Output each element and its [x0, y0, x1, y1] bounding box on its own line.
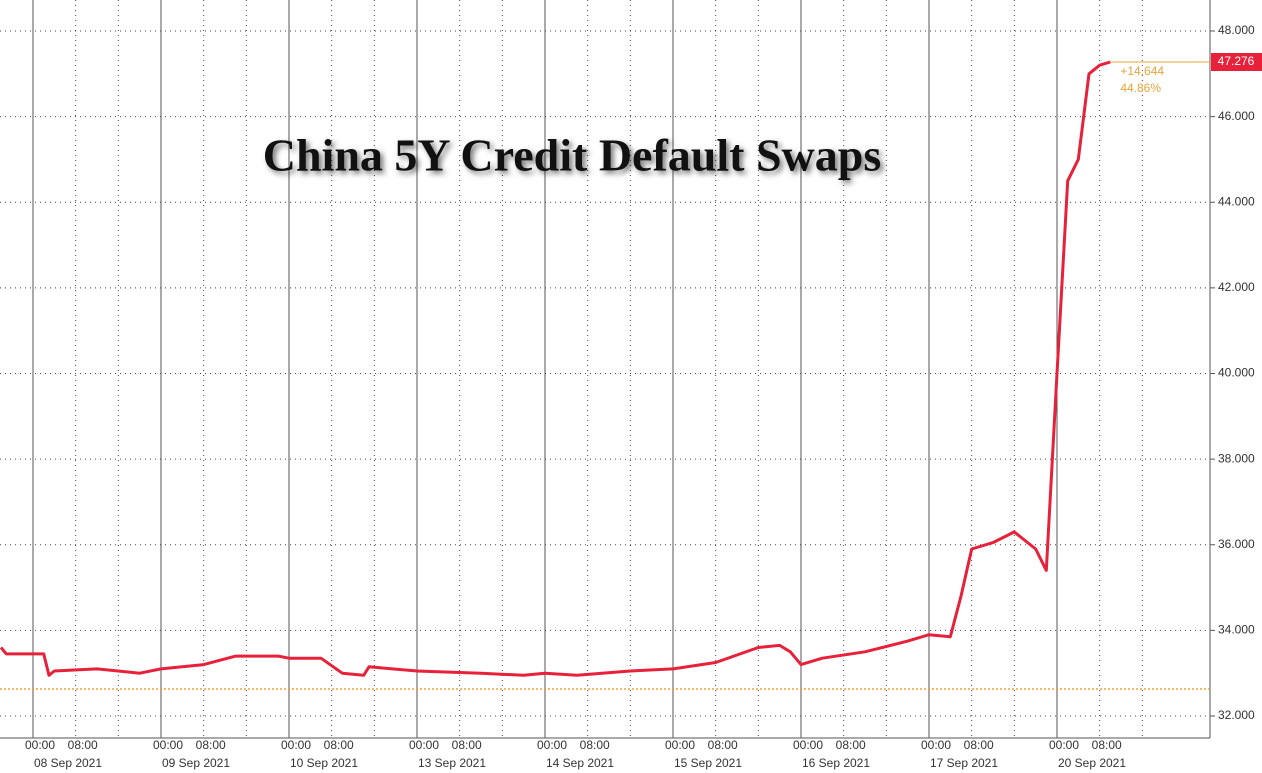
- y-tick-label: 42.000: [1218, 280, 1255, 294]
- change-label: 44.86%: [1120, 81, 1161, 95]
- x-day-label: 09 Sep 2021: [162, 756, 230, 770]
- chart-title: China 5Y Credit Default Swaps: [263, 130, 882, 181]
- y-tick-label: 44.000: [1218, 194, 1255, 208]
- x-tick-label: 00:00: [281, 738, 311, 752]
- x-tick-label: 00:00: [921, 738, 951, 752]
- y-tick-label: 32.000: [1218, 708, 1255, 722]
- x-tick-label: 00:00: [537, 738, 567, 752]
- x-tick-label: 08:00: [1092, 738, 1122, 752]
- x-day-label: 13 Sep 2021: [418, 756, 486, 770]
- x-tick-label: 08:00: [708, 738, 738, 752]
- x-day-label: 08 Sep 2021: [34, 756, 102, 770]
- y-tick-label: 38.000: [1218, 451, 1255, 465]
- x-day-label: 16 Sep 2021: [802, 756, 870, 770]
- x-tick-label: 08:00: [324, 738, 354, 752]
- x-day-label: 14 Sep 2021: [546, 756, 614, 770]
- x-day-label: 17 Sep 2021: [930, 756, 998, 770]
- change-label: +14.644: [1120, 64, 1164, 78]
- x-tick-label: 08:00: [964, 738, 994, 752]
- y-tick-label: 34.000: [1218, 623, 1255, 637]
- data-line: [0, 60, 1111, 677]
- x-tick-label: 00:00: [793, 738, 823, 752]
- x-tick-label: 00:00: [1049, 738, 1079, 752]
- y-tick-label: 46.000: [1218, 109, 1255, 123]
- x-day-label: 20 Sep 2021: [1058, 756, 1126, 770]
- x-tick-label: 00:00: [665, 738, 695, 752]
- x-tick-label: 00:00: [409, 738, 439, 752]
- x-tick-label: 00:00: [153, 738, 183, 752]
- x-tick-label: 08:00: [196, 738, 226, 752]
- x-tick-label: 08:00: [836, 738, 866, 752]
- y-tick-label: 40.000: [1218, 366, 1255, 380]
- x-tick-label: 08:00: [452, 738, 482, 752]
- last-value-box: [1211, 52, 1262, 71]
- y-tick-label: 36.000: [1218, 537, 1255, 551]
- x-tick-label: 00:00: [25, 738, 55, 752]
- x-day-label: 10 Sep 2021: [290, 756, 358, 770]
- x-tick-label: 08:00: [68, 738, 98, 752]
- last-value-label: 47.276: [1218, 54, 1255, 68]
- x-tick-label: 08:00: [580, 738, 610, 752]
- x-day-label: 15 Sep 2021: [674, 756, 742, 770]
- y-tick-label: 48.000: [1218, 23, 1255, 37]
